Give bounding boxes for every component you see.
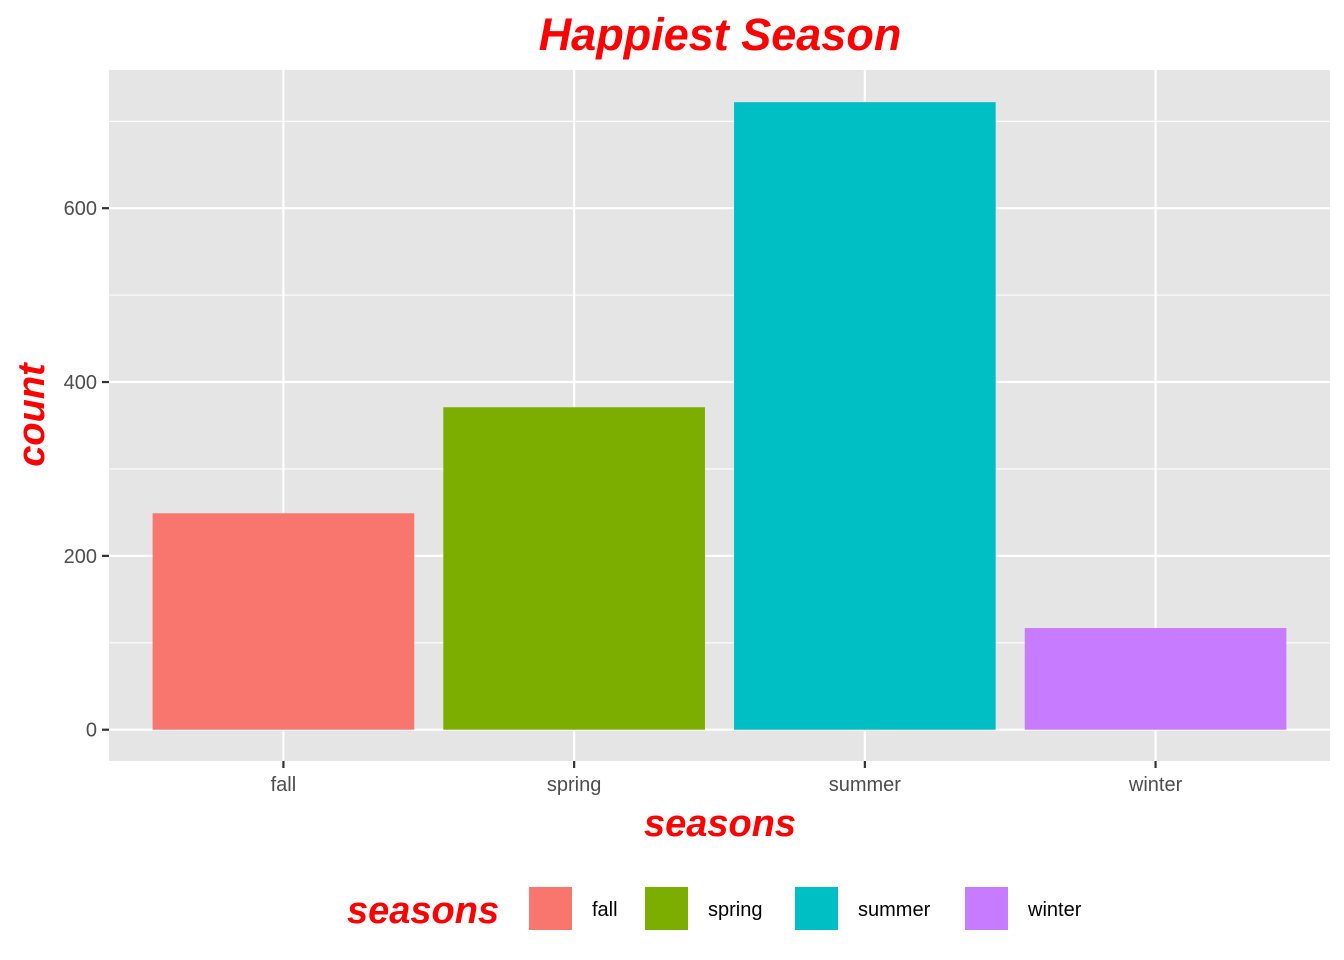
y-axis-title: count xyxy=(11,362,53,467)
legend-key-spring xyxy=(645,887,688,930)
y-tick-label: 0 xyxy=(86,720,97,742)
legend-key-summer xyxy=(795,887,838,930)
legend-key-fall xyxy=(529,887,572,930)
x-tick-label: summer xyxy=(829,774,902,796)
x-tick-label: fall xyxy=(271,774,297,796)
legend: seasons fall spring summer winter xyxy=(347,887,1082,932)
legend-items: fall spring summer winter xyxy=(529,887,1082,930)
chart-title: Happiest Season xyxy=(539,9,902,60)
legend-title: seasons xyxy=(347,890,499,932)
bar-spring xyxy=(443,407,705,730)
y-tick-label: 600 xyxy=(64,198,97,220)
x-tick-label: winter xyxy=(1128,774,1183,796)
bar-winter xyxy=(1024,628,1287,730)
bar-fall xyxy=(152,513,415,730)
bars xyxy=(152,102,1287,730)
legend-label-spring: spring xyxy=(708,899,762,921)
y-axis: 0 200 400 600 xyxy=(64,198,109,742)
x-tick-label: spring xyxy=(547,774,601,796)
y-tick-label: 200 xyxy=(64,546,97,568)
legend-label-summer: summer xyxy=(858,899,931,921)
y-tick-label: 400 xyxy=(64,372,97,394)
bar-summer xyxy=(734,102,996,730)
x-axis: fall spring summer winter xyxy=(271,761,1183,796)
legend-label-fall: fall xyxy=(592,899,618,921)
legend-key-winter xyxy=(965,887,1008,930)
legend-label-winter: winter xyxy=(1027,899,1082,921)
x-axis-title: seasons xyxy=(644,803,796,845)
